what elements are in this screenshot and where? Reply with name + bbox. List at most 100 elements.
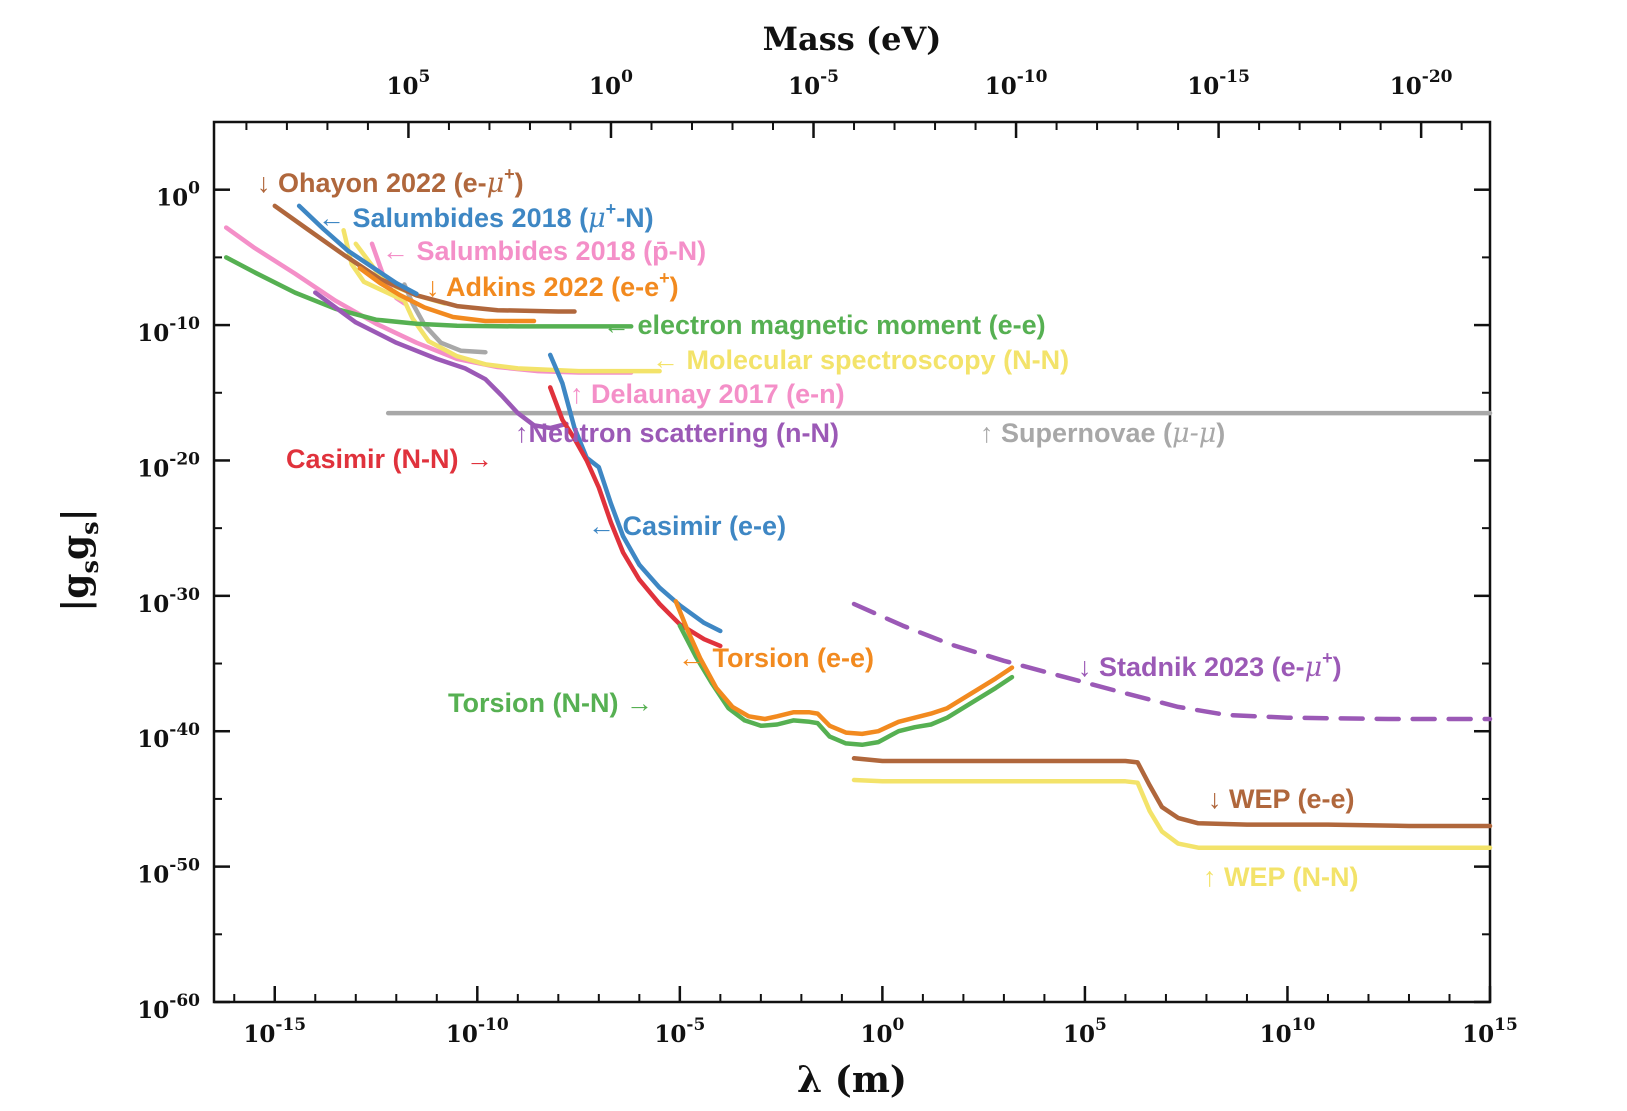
label-adkins-sup: + (659, 268, 670, 288)
series-line-13 (677, 623, 1015, 748)
x-tick-label-base: 10 (860, 1021, 892, 1048)
x-tick-label-base: 10 (654, 1021, 686, 1048)
top-tick-label-exp: -10 (1017, 67, 1048, 87)
x-tick-label-base: 10 (446, 1021, 478, 1048)
y-tick-label-exp: -60 (169, 991, 200, 1011)
label-torsion_nn-main: Torsion (N-N) (448, 688, 618, 718)
y-tick-label-exp: -20 (169, 449, 200, 469)
label-molspec-main: ← Molecular spectroscopy (N-N) (652, 345, 1069, 375)
x-tick-label-exp: 0 (892, 1015, 904, 1035)
label-stadnik-italic: μ (1305, 652, 1323, 683)
top-tick-label-base: 10 (589, 73, 621, 100)
y-tick-label-base: 10 (137, 862, 169, 889)
series-line-17 (851, 777, 1493, 850)
top-tick-label-exp: 5 (419, 67, 431, 87)
label-adkins-tail: ) (670, 272, 679, 302)
label-stadnik-main: ↓ Stadnik 2023 (e- (1078, 652, 1305, 682)
series-line-10 (357, 265, 537, 324)
x-tick-label: 100 (860, 1015, 904, 1048)
x-tick-label: 10-10 (446, 1015, 509, 1048)
series-line-6 (223, 255, 634, 329)
x-tick-label: 1010 (1260, 1015, 1316, 1048)
label-salumbides_mu-tail: -N) (616, 203, 653, 233)
x-tick-label-base: 10 (1462, 1021, 1494, 1048)
y-tick-label-exp: -10 (169, 314, 200, 334)
curve-layer (223, 203, 1493, 850)
plot-area (212, 120, 1492, 1004)
label-supernovae-tail: ) (1216, 418, 1225, 448)
label-stadnik: ↓ Stadnik 2023 (e-μ+) (1078, 648, 1342, 683)
label-torsion_nn-tail: → (618, 688, 653, 718)
top-tick-label: 10-10 (985, 67, 1048, 100)
label-neutron-main: ↑Neutron scattering (n-N) (515, 418, 839, 448)
label-adkins-main: ↓ Adkins 2022 (e-e (426, 272, 659, 302)
label-salumbides_p-main: ← Salumbides 2018 (p̄-N) (382, 236, 706, 266)
label-torsion_ee: ← Torsion (e-e) (678, 643, 874, 673)
y-tick-label: 10-50 (137, 856, 200, 889)
y-tick-label-exp: 0 (188, 179, 200, 199)
label-wep_nn-main: ↑ WEP (N-N) (1203, 862, 1359, 892)
label-salumbides_mu-main: ← Salumbides 2018 ( (318, 203, 588, 233)
label-casimir_ee-main: ← Casimir (e-e) (588, 511, 786, 541)
y-tick-label-base: 10 (137, 455, 169, 482)
label-salumbides_mu: ← Salumbides 2018 (μ+-N) (318, 199, 654, 234)
label-molspec: ← Molecular spectroscopy (N-N) (652, 345, 1069, 375)
y-axis-title-part: s (75, 521, 104, 535)
label-casimir_nn-main: Casimir (N-N) (286, 444, 459, 474)
label-stadnik-sup: + (1322, 648, 1333, 668)
annotation-layer: ↓ Ohayon 2022 (e-μ+)← Salumbides 2018 (μ… (257, 164, 1359, 892)
x-tick-label-base: 10 (1260, 1021, 1292, 1048)
top-tick-label: 10-15 (1187, 67, 1250, 100)
label-supernovae-italic: μ-μ (1172, 418, 1216, 449)
y-tick-label-base: 10 (137, 320, 169, 347)
label-wep_nn: ↑ WEP (N-N) (1203, 862, 1359, 892)
label-neutron: ↑Neutron scattering (n-N) (515, 418, 839, 448)
label-salumbides_mu-sup: + (606, 199, 617, 219)
y-tick-label: 10-60 (137, 991, 200, 1024)
top-tick-label: 105 (387, 67, 431, 100)
x-tick-label-exp: 10 (1292, 1015, 1316, 1035)
label-stadnik-tail: ) (1333, 652, 1342, 682)
label-wep_ee: ↓ WEP (e-e) (1208, 784, 1355, 814)
label-casimir_nn-tail: → (459, 444, 494, 474)
series-line-11 (547, 352, 723, 634)
x-tick-label-base: 10 (1063, 1021, 1095, 1048)
y-tick-label-exp: -50 (169, 856, 200, 876)
series-line-7 (313, 290, 569, 431)
x-tick-label: 105 (1063, 1015, 1107, 1048)
y-axis-title-part: s (75, 560, 104, 574)
y-axis-title-part: | (55, 508, 97, 521)
label-wep_ee-main: ↓ WEP (e-e) (1208, 784, 1355, 814)
y-tick-label: 100 (156, 179, 200, 212)
label-ohayon-main: ↓ Ohayon 2022 (e- (257, 168, 487, 198)
top-tick-label-exp: 0 (621, 67, 633, 87)
label-torsion_ee-main: ← Torsion (e-e) (678, 643, 874, 673)
x-tick-label-exp: -5 (686, 1015, 705, 1035)
label-ohayon-sup: + (504, 164, 515, 184)
x-tick-label: 1015 (1462, 1015, 1518, 1048)
y-tick-label-exp: -30 (169, 585, 200, 605)
y-axis-title: |gsgs| (55, 508, 104, 612)
top-tick-label-base: 10 (788, 73, 820, 100)
top-tick-label: 100 (589, 67, 633, 100)
x-tick-label-exp: -15 (275, 1015, 306, 1035)
y-tick-label-base: 10 (137, 726, 169, 753)
x-tick-label-base: 10 (243, 1021, 275, 1048)
top-tick-label-base: 10 (1390, 73, 1422, 100)
label-adkins: ↓ Adkins 2022 (e-e+) (426, 268, 679, 302)
top-tick-label: 10-20 (1390, 67, 1453, 100)
top-tick-label-exp: -5 (820, 67, 839, 87)
y-tick-label-exp: -40 (169, 720, 200, 740)
y-tick-label: 10-40 (137, 720, 200, 753)
y-tick-label: 10-20 (137, 449, 200, 482)
y-tick-label-base: 10 (156, 185, 188, 212)
x-tick-label: 10-15 (243, 1015, 306, 1048)
top-tick-label: 10-5 (788, 67, 839, 100)
label-supernovae: ↑ Supernovae (μ-μ) (980, 418, 1225, 449)
label-ohayon: ↓ Ohayon 2022 (e-μ+) (257, 164, 524, 199)
x-axis-title: λ (m) (797, 1059, 907, 1101)
series-line-15 (851, 601, 1493, 722)
series-line-9 (296, 203, 419, 297)
x-tick-label-exp: 15 (1494, 1015, 1518, 1035)
